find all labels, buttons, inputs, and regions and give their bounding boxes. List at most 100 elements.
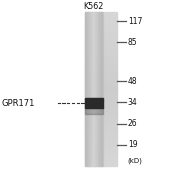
- Bar: [85, 70, 103, 72]
- Bar: [85, 41, 103, 43]
- Bar: [85, 150, 103, 152]
- Bar: [94, 12, 95, 166]
- Bar: [85, 26, 103, 28]
- Bar: [85, 57, 103, 58]
- Bar: [89, 12, 90, 166]
- Bar: [85, 47, 103, 49]
- Bar: [103, 45, 117, 47]
- Bar: [96, 12, 97, 166]
- Bar: [85, 147, 103, 149]
- Bar: [103, 49, 117, 51]
- Bar: [103, 106, 117, 108]
- Bar: [103, 72, 117, 74]
- Bar: [103, 58, 117, 60]
- Bar: [85, 154, 103, 156]
- Bar: [85, 16, 103, 18]
- Bar: [103, 16, 117, 18]
- Bar: [85, 18, 103, 20]
- Bar: [85, 30, 103, 31]
- Bar: [99, 12, 100, 166]
- Bar: [85, 108, 103, 110]
- Bar: [85, 124, 103, 126]
- Bar: [103, 22, 117, 24]
- Bar: [103, 145, 117, 147]
- Bar: [103, 33, 117, 35]
- Bar: [103, 112, 117, 114]
- Bar: [103, 37, 117, 39]
- Bar: [85, 99, 103, 101]
- Bar: [103, 150, 117, 152]
- Bar: [85, 97, 103, 99]
- Bar: [103, 47, 117, 49]
- Bar: [103, 120, 117, 122]
- Bar: [103, 18, 117, 20]
- Text: 85: 85: [128, 38, 137, 47]
- Bar: [85, 143, 103, 145]
- Bar: [103, 14, 117, 16]
- Text: 19: 19: [128, 140, 137, 149]
- Bar: [90, 12, 91, 166]
- Bar: [103, 62, 117, 64]
- Bar: [103, 31, 117, 33]
- Bar: [103, 39, 117, 41]
- Bar: [85, 58, 103, 60]
- Bar: [103, 60, 117, 62]
- Bar: [103, 26, 117, 28]
- Bar: [85, 98, 103, 103]
- Bar: [103, 143, 117, 145]
- Bar: [103, 160, 117, 162]
- Bar: [103, 141, 117, 143]
- Text: GPR171: GPR171: [2, 99, 35, 108]
- Bar: [103, 116, 117, 118]
- Bar: [85, 158, 103, 160]
- Bar: [103, 137, 117, 139]
- Bar: [95, 12, 96, 166]
- Bar: [103, 156, 117, 158]
- Bar: [103, 68, 117, 70]
- Bar: [85, 139, 103, 141]
- Bar: [85, 22, 103, 24]
- Bar: [85, 62, 103, 64]
- Bar: [103, 127, 117, 129]
- Bar: [89, 12, 90, 166]
- Bar: [85, 122, 103, 124]
- Bar: [85, 68, 103, 70]
- Bar: [85, 24, 103, 26]
- Bar: [85, 14, 103, 16]
- Bar: [85, 98, 103, 108]
- Bar: [85, 145, 103, 147]
- Bar: [85, 35, 103, 37]
- Bar: [103, 41, 117, 43]
- Bar: [103, 74, 117, 76]
- Bar: [103, 76, 117, 78]
- Bar: [103, 129, 117, 131]
- Bar: [103, 118, 117, 120]
- Bar: [103, 12, 117, 14]
- Bar: [85, 135, 103, 137]
- Text: 26: 26: [128, 119, 137, 128]
- Bar: [103, 158, 117, 160]
- Bar: [88, 12, 89, 166]
- Text: 117: 117: [128, 17, 142, 26]
- Bar: [85, 66, 103, 68]
- Bar: [103, 64, 117, 66]
- Bar: [85, 137, 103, 139]
- Bar: [85, 126, 103, 127]
- Bar: [85, 72, 103, 74]
- Bar: [103, 66, 117, 68]
- Bar: [85, 81, 103, 83]
- Bar: [85, 114, 103, 116]
- Bar: [85, 78, 103, 80]
- Bar: [103, 101, 117, 103]
- Bar: [85, 141, 103, 143]
- Bar: [85, 33, 103, 35]
- Bar: [85, 118, 103, 120]
- Bar: [85, 116, 103, 118]
- Bar: [85, 43, 103, 45]
- Bar: [103, 164, 117, 166]
- Bar: [85, 31, 103, 33]
- Bar: [103, 124, 117, 126]
- Bar: [85, 28, 103, 30]
- Bar: [85, 80, 103, 81]
- Bar: [103, 131, 117, 133]
